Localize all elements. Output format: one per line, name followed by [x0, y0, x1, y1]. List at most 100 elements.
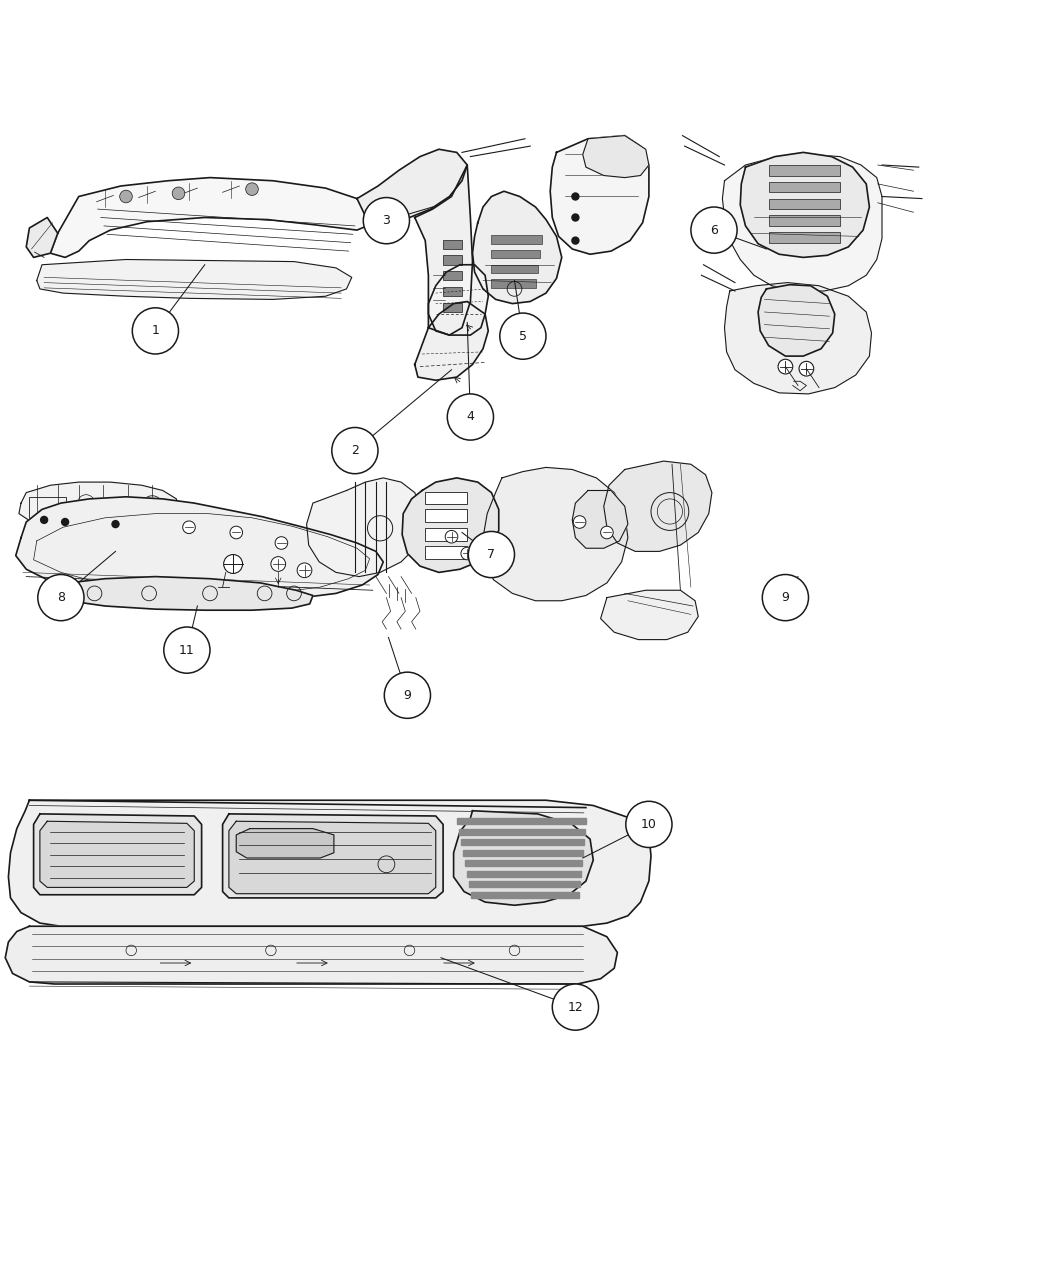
Circle shape: [230, 527, 243, 539]
Bar: [769, 199, 840, 209]
Bar: [769, 232, 840, 242]
Bar: [491, 250, 540, 259]
Polygon shape: [8, 801, 651, 926]
Circle shape: [297, 564, 312, 578]
Polygon shape: [758, 284, 835, 356]
Polygon shape: [415, 301, 488, 380]
Polygon shape: [37, 260, 352, 300]
Circle shape: [571, 193, 580, 200]
Circle shape: [571, 236, 580, 245]
Polygon shape: [50, 177, 373, 258]
Polygon shape: [402, 478, 499, 572]
Polygon shape: [483, 468, 628, 601]
Circle shape: [762, 575, 808, 621]
Polygon shape: [16, 497, 383, 602]
Circle shape: [172, 187, 185, 200]
Polygon shape: [467, 871, 581, 877]
Polygon shape: [236, 829, 334, 858]
Circle shape: [363, 198, 410, 244]
Polygon shape: [471, 891, 579, 898]
Polygon shape: [58, 576, 313, 611]
Text: 3: 3: [382, 214, 391, 227]
Circle shape: [384, 672, 430, 718]
Circle shape: [164, 627, 210, 673]
Circle shape: [447, 394, 494, 440]
Bar: [425, 492, 467, 504]
Polygon shape: [457, 819, 586, 825]
Circle shape: [183, 521, 195, 533]
Circle shape: [271, 557, 286, 571]
Polygon shape: [428, 265, 488, 335]
Bar: [425, 546, 467, 558]
Circle shape: [275, 537, 288, 550]
Text: 11: 11: [178, 644, 194, 657]
Text: 5: 5: [519, 330, 527, 343]
Polygon shape: [724, 283, 872, 394]
Circle shape: [626, 801, 672, 848]
Polygon shape: [469, 881, 580, 887]
Polygon shape: [307, 478, 422, 576]
Bar: [443, 287, 462, 296]
Polygon shape: [229, 821, 436, 894]
Circle shape: [500, 314, 546, 360]
Polygon shape: [740, 153, 869, 258]
Text: 6: 6: [710, 223, 718, 237]
Polygon shape: [550, 135, 649, 254]
Polygon shape: [454, 811, 593, 905]
Circle shape: [799, 361, 814, 376]
Circle shape: [111, 520, 120, 528]
Bar: [425, 510, 467, 521]
Bar: [491, 279, 536, 288]
Polygon shape: [601, 590, 698, 640]
Bar: [443, 272, 462, 280]
Polygon shape: [461, 839, 584, 845]
Text: 4: 4: [466, 411, 475, 423]
Circle shape: [224, 555, 243, 574]
Circle shape: [461, 547, 474, 560]
Circle shape: [61, 518, 69, 527]
Circle shape: [445, 530, 458, 543]
Circle shape: [601, 527, 613, 539]
Text: 10: 10: [640, 817, 657, 831]
Bar: [769, 164, 840, 176]
Text: 9: 9: [781, 592, 790, 604]
Bar: [443, 240, 462, 249]
Polygon shape: [357, 149, 467, 224]
Circle shape: [120, 190, 132, 203]
Polygon shape: [40, 821, 194, 887]
Polygon shape: [472, 191, 562, 303]
Circle shape: [246, 182, 258, 195]
Text: 9: 9: [403, 688, 412, 701]
Circle shape: [332, 427, 378, 474]
Text: 7: 7: [487, 548, 496, 561]
Text: 8: 8: [57, 592, 65, 604]
Polygon shape: [223, 813, 443, 898]
Circle shape: [573, 515, 586, 528]
Polygon shape: [572, 491, 628, 548]
Text: 2: 2: [351, 444, 359, 458]
Polygon shape: [5, 926, 617, 984]
Polygon shape: [465, 861, 582, 867]
Circle shape: [691, 207, 737, 254]
Polygon shape: [459, 829, 585, 835]
Bar: [443, 255, 462, 265]
Circle shape: [552, 984, 598, 1030]
Bar: [491, 265, 538, 273]
Bar: [491, 236, 542, 244]
Text: 1: 1: [151, 324, 160, 338]
Circle shape: [38, 575, 84, 621]
Polygon shape: [26, 218, 58, 258]
Bar: [29, 497, 66, 518]
Polygon shape: [722, 154, 882, 291]
Polygon shape: [604, 462, 712, 551]
Circle shape: [468, 532, 514, 578]
Polygon shape: [19, 482, 179, 530]
Circle shape: [132, 307, 179, 354]
Polygon shape: [583, 135, 649, 177]
Bar: [443, 302, 462, 312]
Circle shape: [778, 360, 793, 374]
Text: 12: 12: [568, 1001, 584, 1014]
Bar: [425, 528, 467, 541]
Bar: [769, 215, 840, 226]
Bar: [769, 182, 840, 193]
